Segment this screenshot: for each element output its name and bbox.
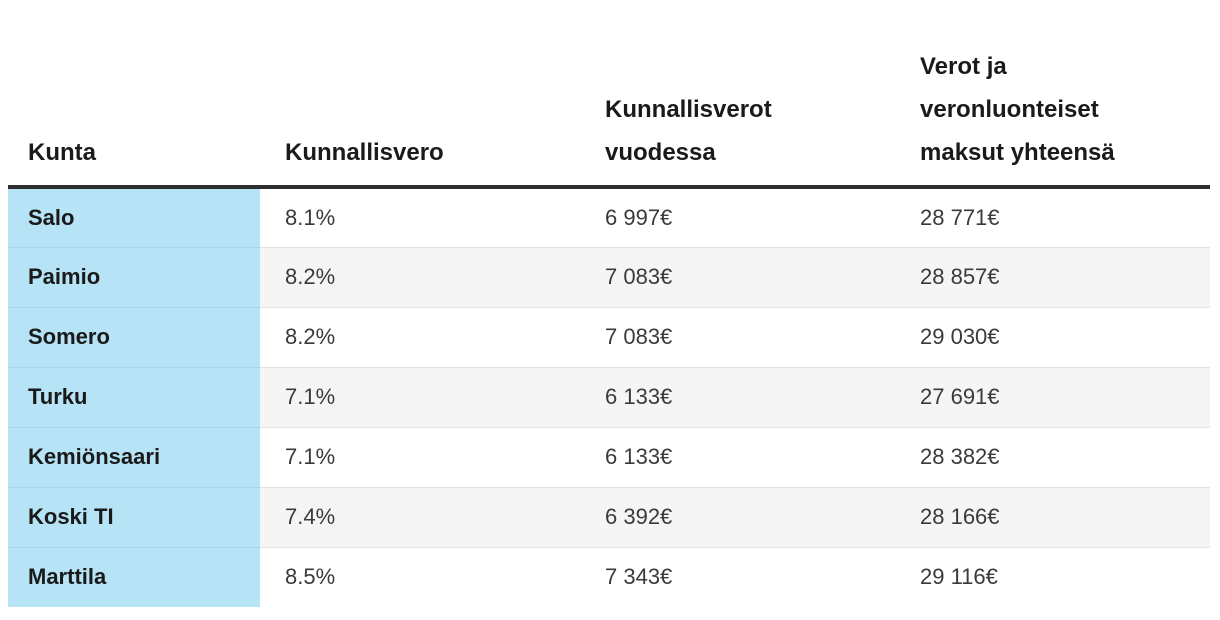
table-row: Paimio 8.2% 7 083€ 28 857€ [8,246,1210,307]
kunnallisverot-vuodessa-cell: 7 083€ [580,246,895,307]
kunnallisvero-cell: 7.4% [260,486,580,547]
kunnallisverot-vuodessa-cell: 6 133€ [580,366,895,427]
verot-yhteensa-cell: 29 030€ [895,306,1210,367]
kunnallisverot-vuodessa-cell: 7 083€ [580,306,895,367]
header-row: Kunta Kunnallisvero Kunnallisverot vuode… [8,0,1210,189]
municipality-cell: Marttila [8,546,260,607]
table-row: Salo 8.1% 6 997€ 28 771€ [8,187,1210,247]
municipality-cell: Turku [8,366,260,427]
verot-yhteensa-cell: 28 166€ [895,486,1210,547]
municipality-cell: Kemiönsaari [8,426,260,487]
kunnallisvero-cell: 7.1% [260,366,580,427]
table-row: Marttila 8.5% 7 343€ 29 116€ [8,546,1210,607]
kunnallisverot-vuodessa-cell: 6 392€ [580,486,895,547]
municipality-cell: Paimio [8,246,260,307]
kunnallisverot-vuodessa-cell: 7 343€ [580,546,895,607]
verot-yhteensa-cell: 28 771€ [920,204,1000,230]
kunnallisvero-cell: 8.2% [260,246,580,307]
kunnallisvero-cell: 8.2% [260,306,580,367]
verot-yhteensa-cell: 28 857€ [895,246,1210,307]
table-row: Turku 7.1% 6 133€ 27 691€ [8,366,1210,427]
verot-yhteensa-cell: 27 691€ [895,366,1210,427]
column-header-kunnallisverot-vuodessa: Kunnallisverot vuodessa [580,0,895,189]
column-header-kunnallisvero: Kunnallisvero [260,0,580,189]
table-row: Koski TI 7.4% 6 392€ 28 166€ [8,486,1210,547]
municipality-cell: Somero [8,306,260,367]
column-header-kunta: Kunta [8,0,260,189]
table-row: Kemiönsaari 7.1% 6 133€ 28 382€ [8,426,1210,487]
column-header-verot-yhteensa: Verot ja veronluonteiset maksut yhteensä [895,0,1210,189]
municipality-cell: Koski TI [8,486,260,547]
kunnallisverot-vuodessa-cell: 6 133€ [580,426,895,487]
kunnallisverot-vuodessa-cell: 6 997€ [605,204,673,230]
kunnallisvero-cell: 8.5% [260,546,580,607]
municipal-tax-table: Kunta Kunnallisvero Kunnallisverot vuode… [8,0,1210,607]
verot-yhteensa-cell: 28 382€ [895,426,1210,487]
table-body: Salo 8.1% 6 997€ 28 771€ Paimio 8.2% 7 0… [8,187,1210,607]
verot-yhteensa-cell: 29 116€ [895,546,1210,607]
kunnallisvero-cell: 7.1% [260,426,580,487]
kunnallisvero-cell: 8.1% [285,204,336,230]
municipality-cell: Salo [8,187,260,247]
table-row: Somero 8.2% 7 083€ 29 030€ [8,306,1210,367]
